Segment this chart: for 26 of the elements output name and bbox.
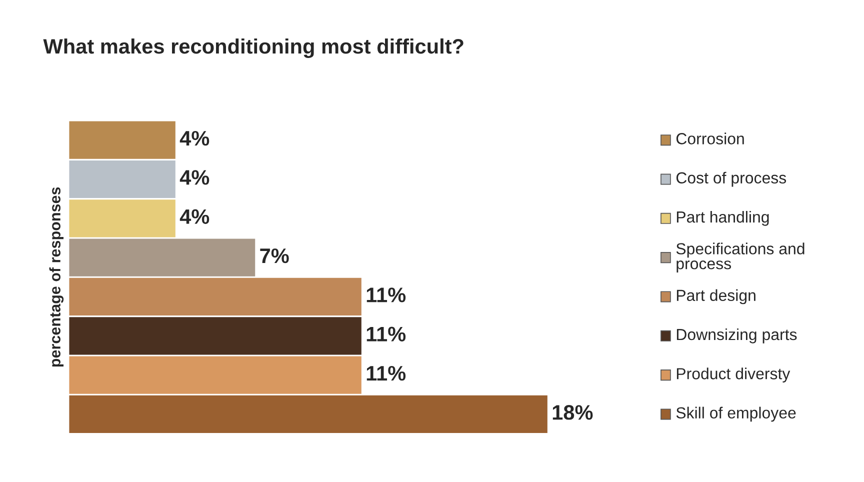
bar (69, 317, 362, 355)
chart-title: What makes reconditioning most difficult? (43, 38, 464, 58)
data-label: 11% (366, 326, 406, 342)
y-tick-label: Downsizing parts (676, 328, 797, 344)
bar (69, 200, 176, 238)
data-label: 11% (366, 366, 406, 381)
y-tick-label: Corrosion (676, 132, 744, 144)
y-axis-title: percentage of responses (49, 187, 64, 367)
y-tick-label: Part handling (676, 210, 769, 226)
bar (69, 278, 362, 316)
y-tick-label: Cost of process (676, 172, 786, 187)
bar (69, 121, 176, 159)
y-tick-label: Skill of employee (676, 406, 796, 422)
data-label: 18% (552, 405, 593, 420)
data-label: 4% (180, 130, 210, 146)
y-tick-label: Product diversty (676, 368, 790, 382)
data-label: 7% (260, 248, 289, 264)
y-tick-label: Part design (676, 289, 756, 304)
data-label: 11% (366, 288, 406, 302)
bar (69, 395, 548, 434)
data-label: 4% (180, 209, 210, 224)
data-label: 4% (180, 170, 210, 185)
bar (69, 238, 256, 276)
bar (69, 356, 362, 394)
y-tick-label: Specifications and process (676, 242, 804, 272)
bar (69, 160, 176, 198)
